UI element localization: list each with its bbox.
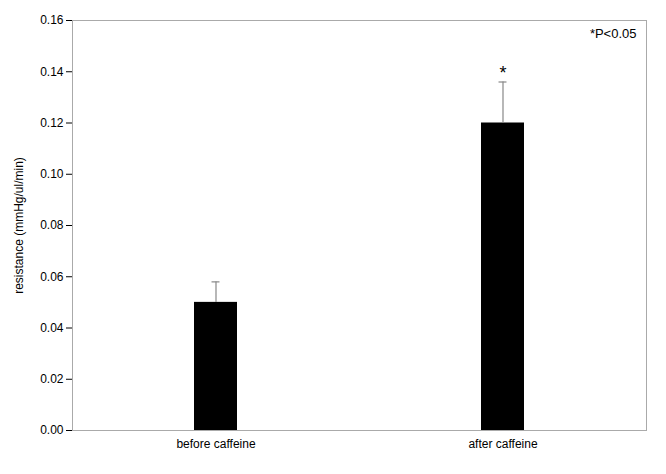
svg-text:0.08: 0.08 <box>40 218 64 232</box>
svg-text:resistance (mmHg/ul/min): resistance (mmHg/ul/min) <box>12 157 26 294</box>
svg-text:0.16: 0.16 <box>40 13 64 27</box>
svg-text:0.00: 0.00 <box>40 423 64 437</box>
svg-text:0.10: 0.10 <box>40 167 64 181</box>
svg-text:*P<0.05: *P<0.05 <box>590 26 637 41</box>
svg-text:0.02: 0.02 <box>40 372 64 386</box>
svg-text:*: * <box>499 63 506 83</box>
svg-text:0.14: 0.14 <box>40 65 64 79</box>
svg-text:0.12: 0.12 <box>40 116 64 130</box>
svg-text:before caffeine: before caffeine <box>176 437 255 451</box>
svg-text:after caffeine: after caffeine <box>468 437 537 451</box>
svg-text:0.06: 0.06 <box>40 270 64 284</box>
svg-text:0.04: 0.04 <box>40 321 64 335</box>
